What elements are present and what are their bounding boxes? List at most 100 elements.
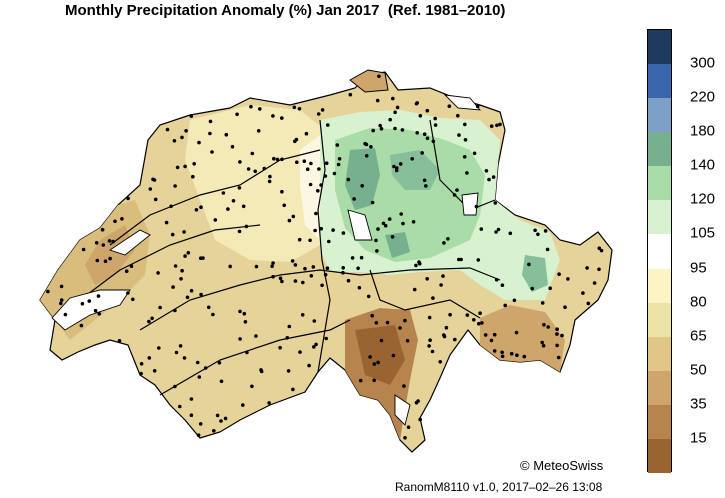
station-dot [211, 312, 215, 317]
station-dot [415, 101, 420, 105]
station-dot [46, 289, 50, 294]
station-dot [242, 311, 247, 316]
station-dot [494, 230, 498, 234]
station-dot [219, 379, 224, 384]
station-dot [131, 297, 135, 302]
footer-text: RanomM8110 v1.0, 2017–02–26 13:08 [395, 480, 603, 494]
station-dot [151, 177, 155, 182]
station-dot [210, 150, 214, 154]
station-dot [81, 247, 86, 252]
station-dot [165, 127, 170, 132]
station-dot [311, 265, 316, 269]
station-dot [592, 281, 597, 285]
station-dot [117, 339, 122, 343]
station-dot [301, 280, 305, 285]
station-dot [393, 126, 397, 131]
station-dot [280, 189, 284, 194]
station-dot [422, 132, 427, 136]
anomaly-zone-80 [185, 105, 330, 262]
station-dot [226, 207, 230, 211]
legend-tick-label: 95 [690, 259, 707, 277]
station-dot [546, 325, 550, 329]
station-dot [512, 298, 517, 303]
station-dot [173, 384, 177, 389]
station-dot [364, 154, 369, 158]
station-dot [503, 303, 508, 308]
station-dot [420, 151, 425, 155]
station-dot [223, 416, 228, 421]
station-dot [500, 350, 504, 355]
station-dot [59, 301, 63, 306]
anomaly-zone-140 [345, 148, 380, 210]
station-dot [346, 278, 351, 283]
station-dot [491, 175, 496, 179]
station-dot [357, 285, 362, 290]
station-dot [287, 218, 292, 223]
station-dot [298, 350, 302, 354]
station-dot [346, 177, 351, 182]
anomaly-zone-35 [85, 225, 135, 285]
station-dot [509, 351, 514, 356]
station-dot [241, 403, 245, 407]
station-dot [192, 162, 196, 166]
legend-tick-label: 180 [690, 122, 716, 140]
station-dot [319, 226, 324, 231]
station-dot [487, 177, 491, 182]
station-dot [427, 315, 432, 320]
station-dot [139, 371, 143, 376]
station-dot [103, 259, 108, 264]
station-dot [59, 284, 64, 289]
station-dot [540, 340, 544, 345]
region-boundaries [79, 119, 501, 396]
station-dot [374, 321, 379, 325]
station-dot [97, 312, 101, 316]
station-dot [156, 271, 160, 275]
station-dot [290, 259, 295, 263]
station-dot [241, 204, 246, 209]
station-dot [530, 286, 534, 291]
station-dot [124, 269, 129, 274]
station-dot [597, 246, 602, 250]
station-dot [259, 368, 263, 372]
station-dot [446, 237, 450, 241]
station-dot [455, 188, 459, 192]
station-dot [492, 349, 497, 353]
station-dot [297, 107, 302, 111]
station-dot [390, 235, 395, 239]
station-dot [286, 369, 291, 373]
station-dot [456, 113, 460, 118]
legend-swatch [648, 132, 671, 167]
station-dot [366, 294, 371, 299]
station-dot [314, 211, 318, 216]
station-dot [271, 114, 275, 118]
station-dot [556, 355, 561, 360]
station-dot [527, 262, 531, 267]
lake-outlines [51, 94, 482, 426]
station-dot [405, 338, 410, 343]
station-dot [400, 128, 405, 132]
station-dot [230, 144, 235, 149]
station-dot [231, 199, 236, 203]
legend-tick-label: 300 [690, 54, 716, 72]
station-dot [374, 238, 378, 243]
station-dot [87, 299, 92, 303]
legend-swatch [648, 302, 671, 338]
station-dot [369, 145, 373, 149]
station-dot [184, 129, 188, 133]
station-dot [375, 98, 380, 103]
station-dot [208, 131, 212, 136]
station-dot [272, 156, 276, 161]
station-dot [253, 169, 257, 174]
station-dot [235, 112, 239, 117]
switzerland-map [39, 69, 613, 453]
station-dot [293, 279, 298, 283]
station-dot [182, 356, 187, 360]
map-title: Monthly Precipitation Anomaly (%) Jan 20… [65, 2, 506, 19]
station-dot [372, 362, 377, 366]
station-dot [433, 123, 438, 127]
legend-swatch [648, 166, 671, 201]
station-dot [179, 277, 183, 281]
station-dot [189, 114, 194, 118]
station-dot [219, 419, 223, 423]
station-dot [370, 200, 375, 205]
